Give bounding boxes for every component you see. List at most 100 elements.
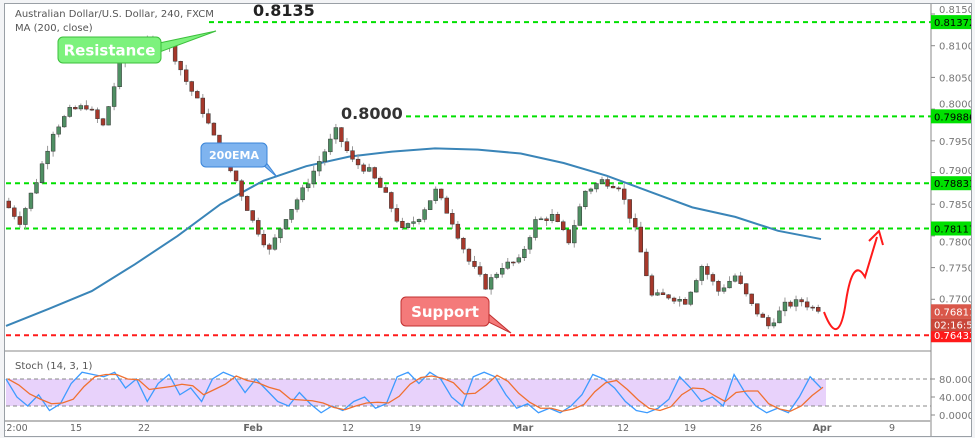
candle-down [638, 226, 644, 253]
candle-up [366, 167, 372, 172]
candle-up [62, 116, 67, 128]
candle-up [300, 187, 305, 201]
candle-down [544, 218, 549, 221]
candle-up [500, 268, 505, 275]
candle-up [677, 299, 682, 302]
candle-down [605, 179, 610, 187]
stoch-tick-label: 80.0000 [939, 375, 971, 386]
candle-up [283, 219, 289, 230]
time-tick-label: Feb [243, 423, 263, 434]
candle-up [111, 86, 117, 107]
candle-down [344, 141, 350, 151]
candle-down [705, 266, 710, 275]
candle-down [439, 188, 444, 199]
support-callout [400, 296, 490, 327]
candle-down [627, 199, 632, 219]
candle-up [721, 287, 727, 292]
candle-down [383, 187, 388, 193]
candle-down [660, 292, 666, 295]
time-tick-label: 12:00 [5, 423, 28, 434]
candle-down [816, 307, 821, 312]
candle-down [710, 274, 716, 282]
candle-down [644, 251, 649, 277]
level-price-label: 0.78117 [934, 224, 971, 235]
candle-down [372, 167, 377, 179]
candle-up [333, 127, 339, 140]
candle-up [311, 170, 316, 185]
candle-up [67, 107, 72, 117]
candle-down [743, 283, 749, 295]
candle-up [422, 209, 427, 220]
stoch-legend: Stoch (14, 3, 1) [15, 361, 93, 372]
last-price-label: 0.76811 [934, 307, 971, 318]
candle-down [84, 105, 89, 110]
candle-up [688, 291, 693, 305]
countdown-label: 02:16:59 [934, 320, 971, 331]
candle-up [655, 292, 660, 296]
arrowhead-icon [868, 229, 884, 246]
level-price-badge [931, 176, 971, 191]
candle-down [261, 233, 266, 246]
candle-up [522, 248, 527, 258]
time-tick-label: 9 [889, 423, 895, 434]
time-tick-label: 19 [684, 423, 696, 434]
stoch-tick-label: 40.0000 [939, 393, 971, 404]
candle-down [511, 261, 516, 264]
candle-up [78, 105, 84, 110]
candle-up [727, 280, 732, 289]
time-tick-label: 12 [342, 423, 354, 434]
candle-down [206, 113, 211, 124]
level-price-badge [931, 328, 971, 343]
time-tick-label: 15 [70, 423, 82, 434]
candle-down [566, 229, 571, 244]
candle-down [400, 220, 405, 228]
candle-down [183, 69, 189, 82]
level-price-label: 0.79886 [934, 112, 971, 123]
candle-down [649, 275, 655, 296]
candle-up [416, 219, 422, 222]
candle-down [483, 274, 488, 290]
candle-down [233, 170, 239, 182]
candle-down [749, 293, 754, 304]
candle-down [788, 301, 793, 307]
candle-down [339, 127, 344, 142]
candle-down [200, 97, 206, 114]
candle-down [760, 313, 765, 318]
symbol-title: Australian Dollar/U.S. Dollar, 240, FXCM [15, 9, 214, 20]
candle-up [328, 138, 333, 153]
candle-down [755, 303, 760, 315]
candle-down [195, 91, 200, 99]
candle-up [45, 150, 50, 165]
time-tick-label: 22 [138, 423, 150, 434]
candle-up [599, 179, 605, 184]
stoch-band [6, 379, 826, 406]
candle-down [804, 301, 810, 308]
candle-down [189, 81, 194, 92]
candle-up [782, 301, 788, 312]
ma200-line [5, 147, 822, 327]
resistance-callout [57, 36, 162, 64]
candle-up [494, 273, 499, 278]
candle-down [100, 118, 106, 126]
candle-down [239, 180, 244, 197]
candle-up [771, 322, 777, 327]
candle-down [671, 297, 677, 302]
time-tick-label: 12 [617, 423, 629, 434]
candle-down [799, 299, 804, 303]
candle-down [633, 218, 638, 228]
candle-down [178, 61, 183, 71]
stoch-k-line [5, 371, 822, 414]
candle-up [538, 218, 544, 221]
candle-up [23, 208, 28, 225]
candle-up [732, 275, 738, 282]
candle-down [95, 109, 100, 119]
candle-up [117, 62, 122, 87]
candle-down [621, 188, 627, 200]
